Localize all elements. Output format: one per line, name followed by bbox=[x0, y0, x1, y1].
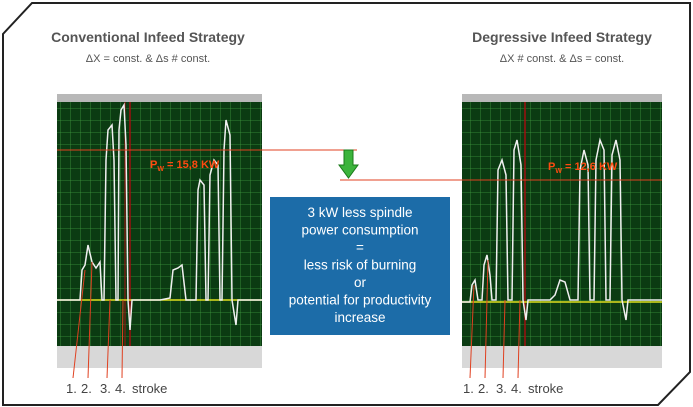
message-line: increase bbox=[334, 310, 385, 325]
message-line: less risk of burning bbox=[304, 258, 417, 273]
right-title: Degressive Infeed Strategy bbox=[472, 29, 652, 45]
power-value: = 15,8 KW bbox=[164, 159, 220, 171]
stroke-label: 2. bbox=[478, 381, 489, 396]
page: {"left": {"title": "Conventional Infeed … bbox=[0, 0, 693, 407]
stroke-label: 1. bbox=[463, 381, 474, 396]
power-symbol: P bbox=[150, 159, 157, 171]
left-title: Conventional Infeed Strategy bbox=[51, 29, 245, 45]
stroke-label: 4. bbox=[511, 381, 522, 396]
message: 3 kW less spindle power consumption = less … bbox=[289, 205, 432, 325]
message-line: potential for productivity bbox=[289, 293, 432, 308]
power-value: = 12,6 KW bbox=[562, 161, 618, 173]
stroke-label: 4. bbox=[115, 381, 126, 396]
stroke-label: stroke bbox=[132, 381, 167, 396]
message-line: 3 kW less spindle bbox=[307, 205, 412, 220]
stroke-label: stroke bbox=[528, 381, 563, 396]
message-line: or bbox=[354, 275, 367, 290]
slide: PW = 15,8 KW PW = 12,6 KW Conventional I… bbox=[0, 0, 693, 407]
left-subtitle: ΔX = const. & Δs # const. bbox=[86, 53, 210, 65]
power-symbol: P bbox=[548, 161, 555, 173]
stroke-label: 3. bbox=[100, 381, 111, 396]
stroke-label: 1. bbox=[66, 381, 77, 396]
right-subtitle: ΔX # const. & Δs = const. bbox=[500, 53, 624, 65]
message-line: = bbox=[356, 240, 364, 255]
message-line: power consumption bbox=[301, 223, 418, 238]
stroke-label: 3. bbox=[496, 381, 507, 396]
stroke-label: 2. bbox=[81, 381, 92, 396]
